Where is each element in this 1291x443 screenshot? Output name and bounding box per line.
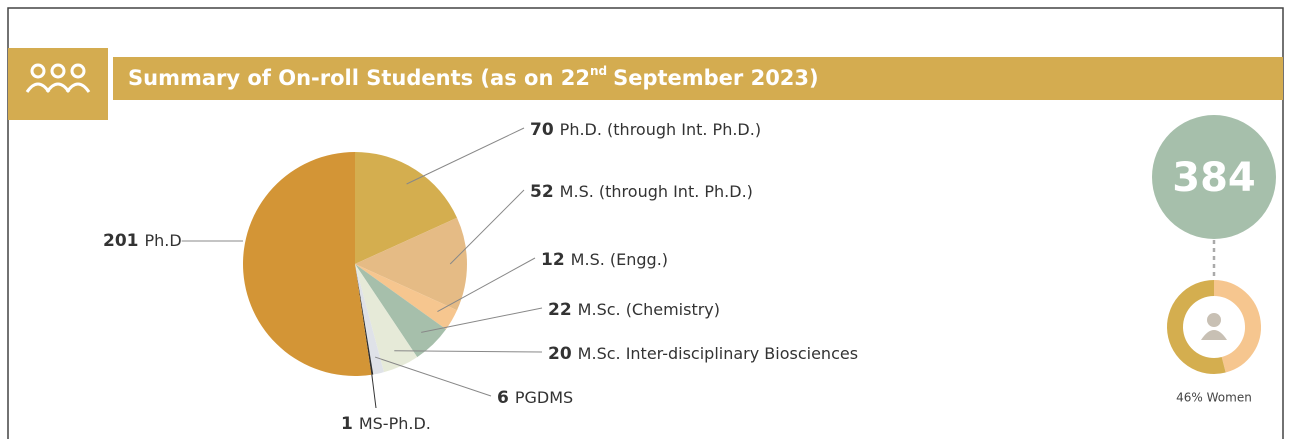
slice-label: 12 M.S. (Engg.)	[541, 250, 668, 271]
slice-value: 6	[497, 388, 509, 408]
leader-line	[394, 350, 543, 353]
pie-slice	[355, 217, 467, 311]
pie-slice	[355, 264, 458, 330]
slice-category: Ph.D	[145, 231, 182, 250]
slice-value: 12	[541, 250, 565, 270]
women-label: 46% Women	[1176, 391, 1252, 405]
slice-value: 20	[548, 344, 572, 364]
people-icon	[25, 63, 91, 93]
slice-label: 22 M.Sc. (Chemistry)	[548, 300, 720, 321]
slice-label: 1 MS-Ph.D.	[341, 414, 431, 435]
slice-category: M.Sc. (Chemistry)	[578, 300, 720, 319]
title-text: Summary of On-roll Students (as on 22	[128, 66, 590, 90]
slice-value: 70	[530, 120, 554, 140]
person-icon	[1201, 313, 1227, 340]
title-rest: September 2023)	[613, 66, 819, 90]
donut-women	[1213, 280, 1261, 373]
pie-slice	[355, 264, 384, 375]
slice-label: 201 Ph.D	[103, 231, 182, 252]
slice-value: 1	[341, 414, 353, 434]
pie-slice	[355, 264, 447, 358]
title-sup: nd	[590, 64, 607, 78]
leader-line	[369, 357, 377, 409]
slice-category: M.Sc. Inter-disciplinary Biosciences	[578, 344, 858, 363]
donut-rest	[1167, 280, 1226, 374]
leader-line	[449, 189, 525, 265]
title-bar	[113, 57, 1283, 100]
total-value: 384	[1172, 155, 1256, 201]
slice-value: 52	[530, 182, 554, 202]
leader-line	[374, 356, 492, 397]
slice-label: 52 M.S. (through Int. Ph.D.)	[530, 182, 753, 203]
leader-line	[406, 127, 525, 185]
slice-label: 70 Ph.D. (through Int. Ph.D.)	[530, 120, 761, 141]
leader-line	[421, 307, 543, 333]
pie-slice	[355, 152, 458, 264]
frame	[7, 7, 1284, 439]
leader-line	[437, 257, 536, 313]
total-circle	[1152, 115, 1276, 239]
slice-category: M.S. (Engg.)	[571, 250, 668, 269]
slice-label: 20 M.Sc. Inter-disciplinary Biosciences	[548, 344, 858, 365]
slice-category: MS-Ph.D.	[359, 414, 431, 433]
pie-slice	[355, 264, 374, 375]
slice-category: M.S. (through Int. Ph.D.)	[560, 182, 753, 201]
slice-category: PGDMS	[515, 388, 573, 407]
slice-label: 6 PGDMS	[497, 388, 573, 409]
pie-slice	[355, 264, 418, 373]
slice-value: 22	[548, 300, 572, 320]
slice-category: Ph.D. (through Int. Ph.D.)	[560, 120, 761, 139]
slice-value: 201	[103, 231, 139, 251]
chart-title: Summary of On-roll Students (as on 22nd S…	[128, 64, 819, 91]
pie-slice	[243, 152, 372, 376]
